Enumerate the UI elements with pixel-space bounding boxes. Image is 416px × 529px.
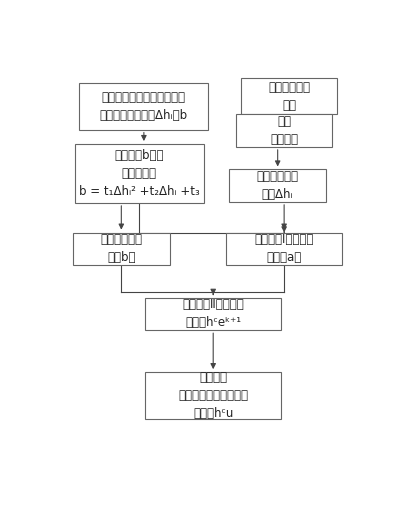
Text: 求得当前
工况下汽轮机的实际排
汽焓值hᶜu: 求得当前 工况下汽轮机的实际排 汽焓值hᶜu: [178, 371, 248, 420]
Text: 针对某一任意
工况: 针对某一任意 工况: [268, 80, 310, 112]
Bar: [226, 233, 342, 265]
Bar: [73, 233, 170, 265]
Text: 拟合得到b值的
二次关系式
b = t₁Δhᵢ² +t₂Δhᵢ +t₃: 拟合得到b值的 二次关系式 b = t₁Δhᵢ² +t₂Δhᵢ +t₃: [79, 149, 199, 198]
Bar: [236, 114, 332, 147]
Bar: [240, 78, 337, 114]
Bar: [79, 83, 208, 130]
Text: 分别在至少四种不同功率运
行工况下测算得到Δhᵢ和b: 分别在至少四种不同功率运 行工况下测算得到Δhᵢ和b: [100, 91, 188, 122]
Bar: [146, 298, 281, 330]
Text: 求得当前工况
下的b值: 求得当前工况 下的b值: [100, 233, 142, 264]
Text: 通过迭代Ⅰ求解当前
工况下a值: 通过迭代Ⅰ求解当前 工况下a值: [255, 233, 314, 264]
Bar: [229, 169, 326, 202]
Bar: [146, 372, 281, 419]
Text: 通过迭代Ⅱ求解当前
工况下hᶜeᵏ⁺¹: 通过迭代Ⅱ求解当前 工况下hᶜeᵏ⁺¹: [182, 298, 244, 330]
Text: 求得当前工况
下的Δhᵢ: 求得当前工况 下的Δhᵢ: [257, 170, 299, 201]
Bar: [74, 144, 203, 203]
Text: 测算
热力数据: 测算 热力数据: [270, 115, 298, 146]
